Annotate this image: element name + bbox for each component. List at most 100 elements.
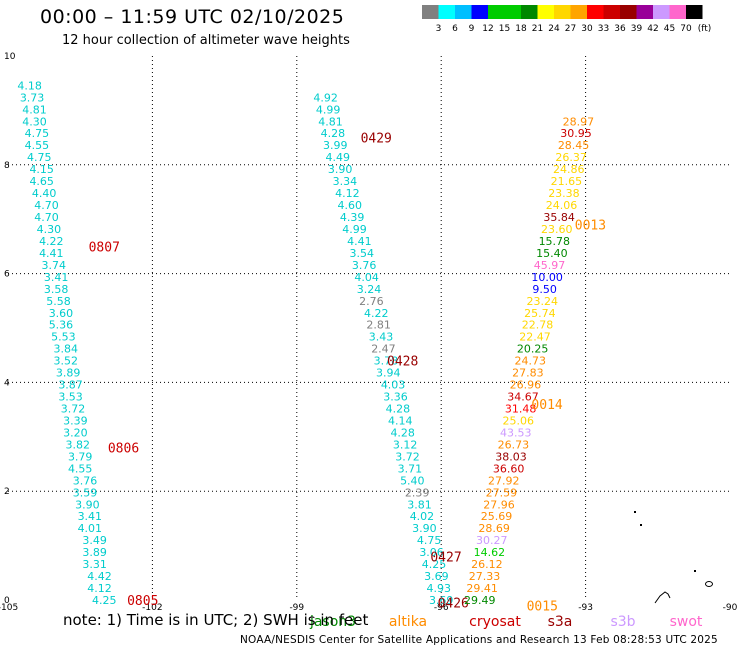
wave-height-point: 3.90	[328, 163, 353, 176]
satellite-legend-s3a: s3a	[548, 614, 573, 630]
wave-height-point: 4.60	[337, 199, 362, 212]
satellite-legend-s3b: s3b	[610, 614, 635, 630]
pass-time-label: 0427	[430, 550, 461, 565]
pass-time-label: 0429	[361, 132, 392, 147]
footer-note: note: 1) Time is in UTC; 2) SWH is in fe…	[63, 611, 368, 629]
color-scale-label: 30	[581, 24, 593, 34]
wave-height-point: 25.74	[524, 307, 556, 320]
wave-height-point: 4.01	[78, 522, 103, 535]
wave-height-point: 3.43	[369, 331, 394, 344]
wave-height-point: 3.59	[73, 486, 98, 499]
y-tick-label: 8	[4, 161, 10, 171]
x-tick-label: -99	[289, 603, 304, 613]
wave-height-point: 4.04	[354, 271, 379, 284]
color-scale-label: 70	[680, 24, 692, 34]
wave-height-point: 3.12	[393, 438, 418, 451]
footer-note-text: note: 1) Time is in UTC; 2) SWH is in fe…	[63, 611, 369, 629]
wave-height-point: 2.39	[405, 486, 430, 499]
wave-height-point: 4.75	[27, 151, 52, 164]
y-tick-label: 10	[4, 52, 16, 62]
color-swatch	[488, 5, 505, 19]
wave-height-point: 3.72	[61, 403, 86, 416]
wave-height-point: 4.42	[87, 570, 112, 583]
color-swatch	[669, 5, 686, 19]
x-tick-label: -96	[434, 603, 449, 613]
wave-height-point: 3.31	[82, 558, 107, 571]
color-swatch	[471, 5, 488, 19]
color-scale-unit: (ft)	[698, 24, 712, 34]
wave-height-point: 3.76	[352, 259, 377, 272]
wave-height-point: 4.03	[381, 379, 406, 392]
color-scale-label: 3	[436, 24, 442, 34]
color-swatch	[620, 5, 637, 19]
wave-height-point: 9.50	[532, 283, 557, 296]
wave-height-point: 2.47	[371, 343, 396, 356]
color-scale-label: 18	[515, 24, 527, 34]
wave-height-point: 4.55	[68, 462, 93, 475]
wave-height-point: 24.86	[553, 163, 585, 176]
wave-height-point: 4.15	[29, 163, 54, 176]
satellite-legend-altika: altika	[389, 614, 427, 630]
color-scale-label: 27	[565, 24, 576, 34]
wave-height-point: 4.12	[87, 582, 112, 595]
wave-height-point: 3.39	[63, 414, 88, 427]
wave-height-point: 2.76	[359, 295, 384, 308]
color-swatch	[603, 5, 620, 19]
color-swatch	[653, 5, 670, 19]
wave-height-point: 3.34	[333, 175, 358, 188]
wave-height-point: 4.25	[422, 558, 447, 571]
wave-height-point: 43.53	[500, 426, 532, 439]
y-tick-label: 4	[4, 378, 10, 388]
x-tick-label: -93	[578, 603, 593, 613]
satellite-legend-cryosat: cryosat	[469, 614, 521, 630]
color-swatch	[537, 5, 554, 19]
wave-height-point: 4.70	[34, 199, 59, 212]
y-tick-label: 6	[4, 270, 10, 280]
color-swatch	[521, 5, 538, 19]
wave-height-point: 20.25	[517, 343, 549, 356]
wave-height-point: 3.72	[395, 450, 420, 463]
wave-height-point: 5.36	[49, 319, 74, 332]
wave-height-point: 4.81	[22, 103, 47, 116]
wave-height-point: 27.59	[486, 486, 518, 499]
color-swatch	[438, 5, 455, 19]
wave-height-point: 30.95	[560, 127, 592, 140]
wave-height-point: 3.82	[66, 438, 91, 451]
color-swatch	[686, 5, 703, 19]
color-swatch	[422, 5, 439, 19]
wave-height-point: 4.12	[335, 187, 360, 200]
island-dot	[634, 511, 636, 513]
credit-line: NOAA/NESDIS Center for Satellite Applica…	[240, 634, 718, 646]
color-swatch	[570, 5, 587, 19]
x-tick-label: -90	[723, 603, 738, 613]
wave-height-point: 4.41	[347, 235, 372, 248]
wave-height-point: 3.06	[419, 546, 444, 559]
wave-height-point: 3.99	[323, 139, 348, 152]
wave-height-point: 4.22	[364, 307, 389, 320]
wave-height-point: 4.02	[410, 510, 435, 523]
wave-height-point: 3.84	[54, 343, 79, 356]
wave-height-point: 23.24	[527, 295, 559, 308]
wave-height-point: 4.22	[39, 235, 64, 248]
color-swatch	[636, 5, 653, 19]
wave-height-point: 26.12	[471, 558, 503, 571]
color-swatch	[587, 5, 604, 19]
wave-height-point: 23.60	[541, 223, 573, 236]
wave-height-point: 29.41	[466, 582, 498, 595]
wave-height-point: 3.41	[78, 510, 103, 523]
color-scale-label: 45	[664, 24, 675, 34]
wave-height-point: 5.53	[51, 331, 76, 344]
wave-height-point: 36.60	[493, 462, 525, 475]
wave-height-point: 31.48	[505, 403, 537, 416]
wave-height-point: 2.81	[366, 319, 391, 332]
wave-height-point: 4.30	[37, 223, 62, 236]
wave-height-point: 3.69	[429, 594, 454, 607]
color-scale-label: 33	[598, 24, 609, 34]
wave-height-point: 4.28	[390, 426, 415, 439]
wave-height-point: 4.28	[386, 403, 411, 416]
pass-time-label: 0013	[575, 219, 606, 234]
pass-time-label: 0428	[387, 355, 418, 370]
y-tick-label: 0	[4, 596, 10, 606]
wave-height-point: 4.55	[25, 139, 50, 152]
